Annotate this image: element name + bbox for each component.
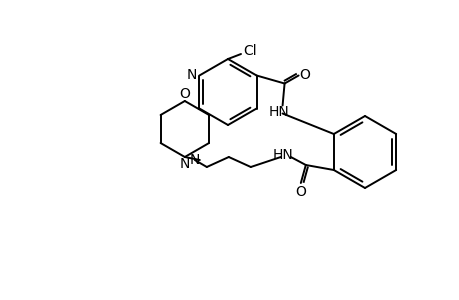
Text: O: O (295, 185, 306, 199)
Text: Cl: Cl (243, 44, 256, 58)
Text: N: N (189, 153, 200, 167)
Text: O: O (298, 68, 309, 82)
Text: HN: HN (268, 104, 288, 118)
Text: O: O (179, 87, 190, 101)
Text: HN: HN (272, 148, 292, 162)
Text: N: N (179, 157, 190, 171)
Text: N: N (187, 68, 197, 82)
